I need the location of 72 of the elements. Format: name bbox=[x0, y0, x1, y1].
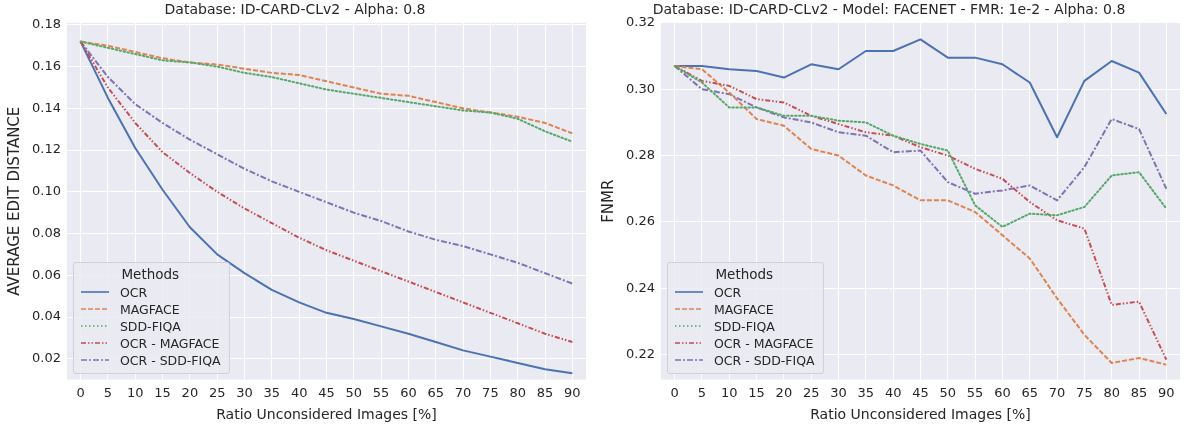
x-tick-label: 0 bbox=[76, 384, 85, 400]
legend-label: OCR - MAGFACE bbox=[713, 335, 814, 351]
y-tick-label: 0.28 bbox=[625, 146, 655, 162]
y-tick-label: 0.30 bbox=[625, 80, 655, 96]
chart-title: Database: ID-CARD-CLv2 - Model: FACENET - FMR: 1e-2 - Alpha: 0.8 bbox=[652, 1, 1126, 18]
x-tick-label: 5 bbox=[697, 384, 707, 400]
x-tick-label: 50 bbox=[939, 384, 957, 400]
x-tick-label: 85 bbox=[536, 384, 554, 400]
line-series bbox=[673, 64, 1168, 228]
x-tick-label: 40 bbox=[884, 384, 902, 400]
x-tick-label: 25 bbox=[208, 384, 226, 400]
x-tick-label: 85 bbox=[1130, 384, 1148, 400]
x-tick-label: 15 bbox=[154, 384, 171, 400]
x-tick-label: 40 bbox=[290, 384, 308, 400]
y-tick-label: 0.12 bbox=[31, 141, 61, 157]
x-tick-label: 55 bbox=[966, 384, 984, 400]
x-tick-label: 80 bbox=[1103, 384, 1120, 400]
x-tick-label: 10 bbox=[720, 384, 738, 400]
x-tick-label: 60 bbox=[400, 384, 417, 400]
y-tick-label: 0.16 bbox=[31, 57, 61, 73]
y-axis-title: AVERAGE EDIT DISTANCE bbox=[4, 106, 23, 296]
x-tick-label: 60 bbox=[994, 384, 1011, 400]
x-tick-label: 25 bbox=[802, 384, 820, 400]
x-tick-label: 20 bbox=[181, 384, 199, 400]
x-tick-label: 90 bbox=[1158, 384, 1175, 400]
x-tick-label: 75 bbox=[482, 384, 499, 400]
y-tick-label: 0.04 bbox=[31, 308, 61, 324]
x-tick-label: 50 bbox=[345, 384, 363, 400]
x-tick-label: 80 bbox=[509, 384, 526, 400]
chart-title: Database: ID-CARD-CLv2 - Alpha: 0.8 bbox=[164, 1, 426, 18]
x-tick-label: 75 bbox=[1076, 384, 1093, 400]
x-tick-label: 70 bbox=[454, 384, 472, 400]
legend-label: OCR - SDD-FIQA bbox=[713, 352, 815, 368]
x-tick-label: 65 bbox=[1021, 384, 1039, 400]
x-tick-label: 70 bbox=[1048, 384, 1066, 400]
legend-label: MAGFACE bbox=[713, 301, 774, 317]
x-tick-label: 30 bbox=[236, 384, 253, 400]
x-tick-label: 35 bbox=[263, 384, 281, 400]
legend-label: SDD-FIQA bbox=[119, 318, 181, 334]
x-tick-label: 55 bbox=[372, 384, 390, 400]
x-tick-label: 15 bbox=[748, 384, 765, 400]
x-tick-label: 45 bbox=[912, 384, 929, 400]
legend-title: Methods bbox=[120, 265, 181, 282]
legend-title: Methods bbox=[714, 265, 775, 282]
y-tick-label: 0.02 bbox=[31, 350, 61, 366]
legend-label: OCR - MAGFACE bbox=[119, 335, 220, 351]
x-tick-label: 30 bbox=[830, 384, 847, 400]
x-axis-title: Ratio Unconsidered Images [%] bbox=[810, 406, 1031, 423]
y-tick-label: 0.14 bbox=[31, 99, 61, 115]
x-tick-label: 10 bbox=[126, 384, 144, 400]
y-tick-label: 0.22 bbox=[625, 346, 655, 362]
x-tick-label: 45 bbox=[318, 384, 335, 400]
legend-label: OCR - SDD-FIQA bbox=[119, 352, 221, 368]
x-tick-label: 0 bbox=[670, 384, 679, 400]
y-tick-label: 0.06 bbox=[31, 266, 61, 282]
y-axis-title: FNMR bbox=[598, 179, 617, 223]
legend-label: OCR bbox=[119, 284, 148, 300]
legend-label: MAGFACE bbox=[119, 301, 180, 317]
y-tick-label: 0.26 bbox=[625, 213, 655, 229]
legend-label: SDD-FIQA bbox=[713, 318, 775, 334]
y-tick-label: 0.32 bbox=[625, 14, 655, 30]
x-axis-title: Ratio Unconsidered Images [%] bbox=[216, 406, 437, 423]
y-tick-label: 0.10 bbox=[31, 183, 61, 199]
y-tick-label: 0.24 bbox=[625, 279, 655, 295]
legend-label: OCR bbox=[713, 284, 742, 300]
x-tick-label: 90 bbox=[564, 384, 581, 400]
x-tick-label: 65 bbox=[427, 384, 445, 400]
x-tick-label: 20 bbox=[775, 384, 793, 400]
y-tick-label: 0.18 bbox=[31, 16, 61, 32]
x-tick-label: 35 bbox=[857, 384, 875, 400]
x-tick-label: 5 bbox=[103, 384, 113, 400]
y-tick-label: 0.08 bbox=[31, 224, 61, 240]
